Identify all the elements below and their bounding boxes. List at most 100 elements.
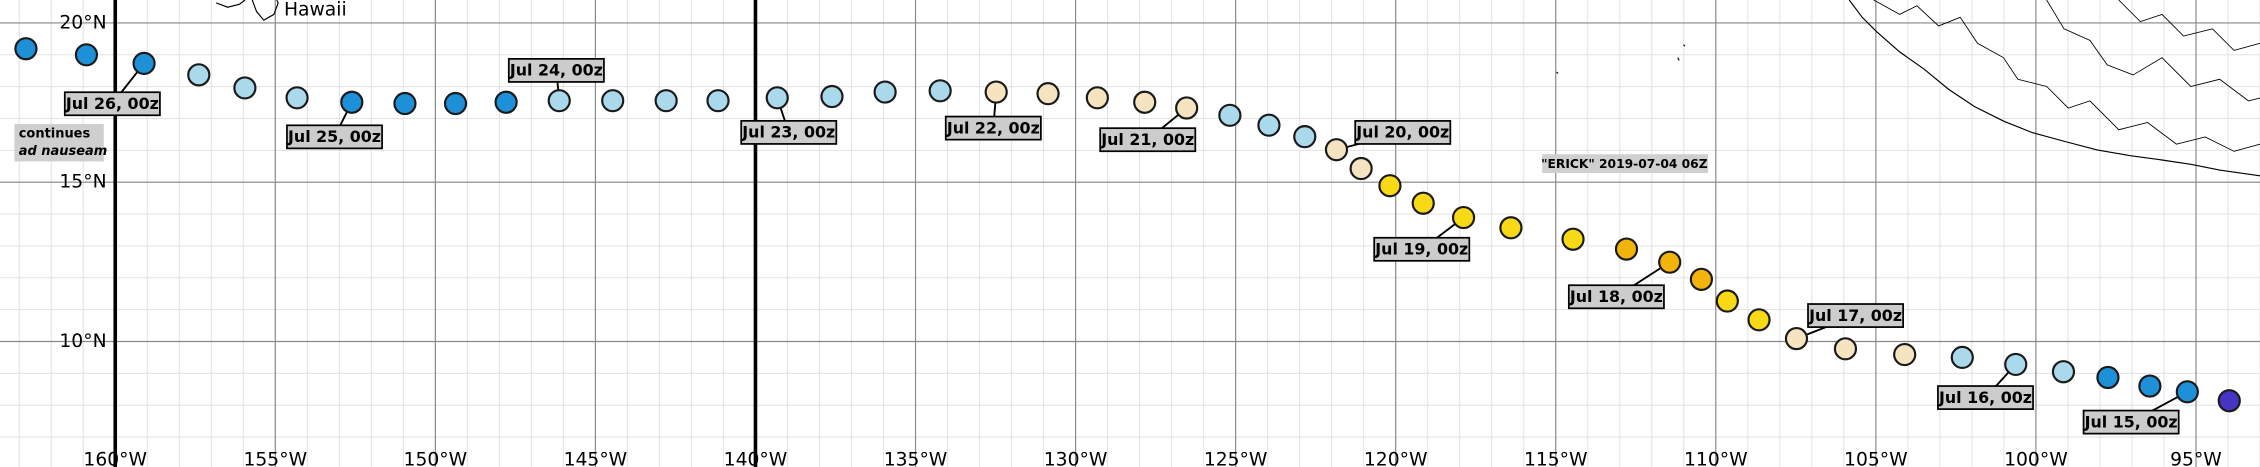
x-tick-label: 130°W — [1044, 449, 1108, 467]
track-point — [706, 89, 730, 113]
track-point — [1257, 113, 1281, 137]
y-tick-label: 20°N — [59, 12, 106, 33]
track-point — [1293, 125, 1317, 149]
coast-hawaii — [251, 0, 279, 21]
note-bg — [14, 123, 104, 162]
coastlines — [215, 0, 2260, 177]
time-label: Jul 15, 00z — [2084, 412, 2178, 431]
x-tick-label: 120°W — [1364, 449, 1428, 467]
track-point — [2217, 389, 2241, 413]
track-point — [2175, 380, 2199, 404]
track-point — [1378, 174, 1402, 198]
note-line: continues — [19, 127, 91, 142]
track-point — [1689, 267, 1714, 291]
track-point — [547, 89, 571, 113]
time-label-bg — [286, 124, 383, 150]
track-point — [2051, 360, 2076, 384]
state-border — [2118, 0, 2260, 51]
storm-bg — [1542, 154, 1708, 173]
time-label-bg — [1373, 236, 1471, 262]
state-border — [1873, 0, 2260, 152]
track-point — [1218, 103, 1242, 127]
track-point — [1175, 96, 1199, 120]
time-label-bg — [944, 115, 1042, 141]
x-tick-label: 110°W — [1684, 449, 1748, 467]
x-tick-label: 135°W — [884, 449, 948, 467]
track-point — [1950, 345, 1974, 370]
track-point — [601, 89, 625, 113]
time-label: Jul 17, 00z — [1808, 306, 1902, 325]
track-point — [1036, 82, 1060, 106]
time-label-bg — [1099, 127, 1197, 153]
x-tick-label: 125°W — [1204, 449, 1268, 467]
x-tick-label: 105°W — [1844, 449, 1908, 467]
place-label: Hawaii — [284, 0, 347, 21]
x-tick-label: 100°W — [2004, 449, 2068, 467]
time-label-bg — [63, 91, 161, 117]
note-box: continues ad nauseam — [14, 123, 108, 162]
time-label: Jul 19, 00z — [1374, 240, 1468, 259]
time-label: Jul 21, 00z — [1100, 130, 1194, 149]
time-label: Jul 16, 00z — [1938, 388, 2032, 407]
track-point — [1614, 237, 1639, 261]
time-label: Jul 23, 00z — [741, 123, 835, 142]
track-point — [2138, 374, 2162, 398]
track-point — [187, 63, 211, 87]
x-tick-label: 115°W — [1524, 449, 1588, 467]
track-point — [2004, 352, 2028, 377]
track-point — [1784, 327, 1809, 351]
track-point — [74, 43, 99, 67]
track-point — [1747, 308, 1771, 332]
y-tick-label: 15°N — [59, 172, 106, 193]
x-tick-label: 145°W — [564, 449, 628, 467]
time-label-bg — [2082, 409, 2180, 435]
track-point — [1893, 342, 1917, 367]
track-point — [1561, 227, 1585, 251]
state-border — [2046, 0, 2260, 102]
coast-hawaii — [215, 0, 246, 8]
time-label-bg — [507, 58, 605, 83]
track-point — [393, 91, 417, 116]
x-tick-label: 140°W — [724, 449, 788, 467]
time-label-bg — [1937, 385, 2034, 410]
note-line: ad nauseam — [19, 144, 108, 159]
track-point — [654, 89, 678, 113]
time-label-bg — [740, 119, 838, 145]
time-label: Jul 26, 00z — [65, 94, 159, 113]
track-point — [1715, 289, 1739, 313]
track-point — [1085, 86, 1109, 110]
x-tick-label: 155°W — [243, 449, 307, 467]
time-label: Jul 18, 00z — [1569, 287, 1663, 306]
track-point — [285, 86, 309, 110]
coast-mexico — [1848, 0, 2260, 177]
track-point — [928, 79, 952, 103]
track-point — [820, 84, 844, 109]
track-point — [1499, 216, 1523, 240]
time-label-bg — [1354, 120, 1452, 145]
track-point — [1349, 156, 1373, 181]
time-label: Jul 22, 00z — [946, 118, 1040, 137]
time-label: Jul 24, 00z — [509, 61, 603, 80]
track-point — [873, 80, 897, 104]
storm-name: "ERICK" 2019-07-04 06Z — [1541, 157, 1708, 171]
track-point — [2096, 365, 2120, 390]
track-point — [765, 86, 789, 110]
track-point — [984, 80, 1008, 104]
track-point — [1451, 205, 1476, 230]
islets — [1556, 44, 1686, 74]
track-point — [1133, 90, 1157, 114]
x-tick-label: 150°W — [404, 449, 468, 467]
track-point — [340, 90, 364, 114]
x-tick-label: 160°W — [83, 449, 147, 467]
track-point — [233, 76, 257, 100]
y-tick-label: 10°N — [59, 331, 106, 352]
track-point — [1658, 250, 1682, 274]
track-point — [1833, 337, 1858, 361]
track-point — [1411, 191, 1435, 215]
track-point — [132, 51, 156, 75]
track: Jul 26, 00z Jul 25, 00z Jul 24, 00z Jul 23,… — [14, 37, 2241, 435]
x-tick-label: 95°W — [2170, 449, 2222, 467]
